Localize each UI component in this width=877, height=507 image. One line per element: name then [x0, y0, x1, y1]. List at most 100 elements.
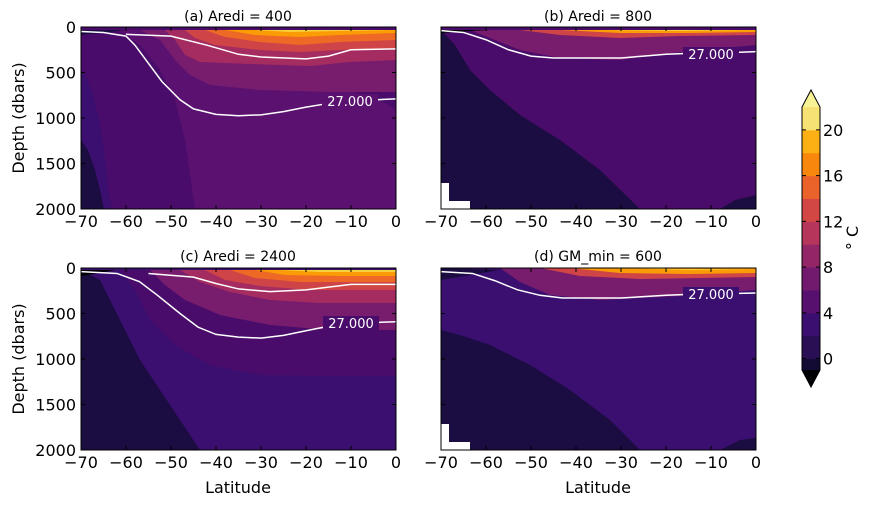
panel-a-xticks: −70 −60 −50 −40 −30 −20 −10 0: [64, 27, 401, 231]
panel-b-xtick-label: −70: [424, 212, 458, 231]
colorbar-band: [802, 335, 820, 360]
colorbar: 0 4 8 12 16 20 ° C: [801, 88, 862, 389]
panel-c-xtick-label: −40: [199, 453, 233, 472]
panel-b-xtick-label: 0: [751, 212, 761, 231]
panel-c: (c) Aredi = 2400 27.000 −70 −60 −50 −40 −30−…: [9, 249, 401, 497]
colorbar-tick-label: 0: [823, 350, 833, 369]
panel-c-isopycnal-line-2: [148, 272, 396, 293]
colorbar-ticks: 0 4 8 12 16 20: [802, 121, 843, 369]
panel-d-title: (d) GM_min = 600: [534, 249, 662, 265]
panel-d-xlabel: Latitude: [565, 478, 631, 497]
panel-c-xtick-label: −20: [289, 453, 323, 472]
panel-a-title: (a) Aredi = 400: [184, 9, 292, 25]
panel-a-xtick-label: −50: [154, 212, 188, 231]
panel-b-xticks: −70 −60 −50 −40 −30 −20 −10 0: [424, 27, 761, 231]
panel-b-xtick-label: −20: [649, 212, 683, 231]
panel-c-xlabel: Latitude: [205, 478, 271, 497]
panel-d-field: 27.000: [441, 268, 756, 450]
colorbar-tick-label: 8: [823, 258, 833, 277]
panel-a-isopycnal-line: [81, 30, 396, 117]
colorbar-extend-top: [802, 90, 820, 107]
panel-c-ytick-label: 2000: [35, 441, 76, 460]
colorbar-outline: [801, 88, 821, 389]
panel-c-field: 27.000: [81, 268, 396, 450]
colorbar-band: [802, 289, 820, 314]
panel-c-xtick-label: −30: [244, 453, 278, 472]
colorbar-band: [802, 107, 820, 131]
panel-d-xtick-label: −40: [559, 453, 593, 472]
colorbar-band: [802, 152, 820, 177]
panel-b: (b) Aredi = 800 27.000 −70 −60 −50 −40 −30 −2…: [424, 9, 761, 231]
colorbar-tick-label: 4: [823, 304, 833, 323]
colorbar-tick-label: 16: [823, 167, 843, 186]
panel-d-xtick-label: −60: [469, 453, 503, 472]
panel-d-xtick-label: −70: [424, 453, 458, 472]
panel-d-yticks: [441, 267, 756, 451]
colorbar-band: [802, 221, 820, 245]
panel-a-ytick-label: 500: [45, 64, 76, 83]
panel-c-ylabel: Depth (dbars): [9, 303, 28, 414]
colorbar-label: ° C: [843, 226, 862, 250]
panel-a-contour-label: 27.000: [327, 95, 373, 110]
colorbar-tick-label: 12: [823, 212, 843, 231]
panel-b-yticks: [441, 26, 756, 210]
colorbar-band: [802, 129, 820, 154]
panel-d-xtick-label: −50: [514, 453, 548, 472]
panel-d: (d) GM_min = 600 27.000 −70 −60 −50 −40 −30−…: [424, 249, 761, 497]
colorbar-extend-bottom: [802, 370, 820, 387]
panel-a-isopycnal-line-2: [125, 33, 396, 60]
panel-a: (a) Aredi = 400 27.000 −70 −60 −50 −40 −30 −2…: [9, 9, 401, 231]
colorbar-band: [802, 267, 820, 291]
colorbar-band: [802, 312, 820, 337]
panel-a-field: 27.000: [81, 27, 396, 209]
panel-a-ytick-label: 2000: [35, 200, 76, 219]
panel-a-xtick-label: −60: [109, 212, 143, 231]
panel-c-xtick-label: −70: [64, 453, 98, 472]
panel-c-ytick-label: 1500: [35, 396, 76, 415]
panel-c-xticks: −70 −60 −50 −40 −30 −20 −10 0: [64, 268, 401, 472]
colorbar-band: [802, 175, 820, 199]
panel-d-xtick-label: −10: [694, 453, 728, 472]
panel-c-contour-label-bg: [323, 316, 379, 330]
panel-c-xtick-label: −50: [154, 453, 188, 472]
panel-a-ytick-label: 1000: [35, 109, 76, 128]
panel-b-contour-label-bg: [683, 47, 739, 61]
panel-c-xtick-label: 0: [391, 453, 401, 472]
panel-d-xtick-label: −20: [649, 453, 683, 472]
panel-a-ytick-label: 1500: [35, 155, 76, 174]
panel-b-xtick-label: −40: [559, 212, 593, 231]
panel-d-xticks: −70 −60 −50 −40 −30 −20 −10 0: [424, 268, 761, 472]
panel-d-contour-label: 27.000: [688, 288, 734, 303]
panel-b-xtick-label: −10: [694, 212, 728, 231]
panel-c-title: (c) Aredi = 2400: [180, 249, 296, 265]
colorbar-band: [802, 244, 820, 268]
panel-c-xtick-label: −10: [334, 453, 368, 472]
panel-b-xtick-label: −60: [469, 212, 503, 231]
panel-d-title-main: (d) GM_min = 600: [534, 249, 662, 265]
panel-a-xtick-label: −10: [334, 212, 368, 231]
panel-d-xtick-label: 0: [751, 453, 761, 472]
panel-a-xtick-label: −40: [199, 212, 233, 231]
panel-a-xtick-label: −30: [244, 212, 278, 231]
panel-a-ylabel: Depth (dbars): [9, 62, 28, 173]
panel-c-xtick-label: −60: [109, 453, 143, 472]
panel-c-yticks: 0 500 1000 1500 2000: [35, 259, 396, 460]
panel-c-contour-label: 27.000: [328, 317, 374, 332]
panel-c-ytick-label: 500: [45, 305, 76, 324]
panel-b-xtick-label: −50: [514, 212, 548, 231]
panel-a-yticks: 0 500 1000 1500 2000: [35, 18, 396, 219]
panel-b-title: (b) Aredi = 800: [544, 9, 652, 25]
colorbar-band: [802, 358, 820, 371]
panel-a-xtick-label: −20: [289, 212, 323, 231]
panel-b-contour-label: 27.000: [688, 48, 734, 63]
panel-a-ytick-label: 0: [66, 18, 76, 37]
panel-a-xtick-label: −70: [64, 212, 98, 231]
panel-d-xtick-label: −30: [604, 453, 638, 472]
panel-d-contour-label-bg: [683, 287, 739, 301]
colorbar-band: [802, 198, 820, 222]
panel-c-ytick-label: 1000: [35, 350, 76, 369]
panel-a-contour-label-bg: [322, 94, 378, 108]
panel-b-xtick-label: −30: [604, 212, 638, 231]
panel-a-xtick-label: 0: [391, 212, 401, 231]
